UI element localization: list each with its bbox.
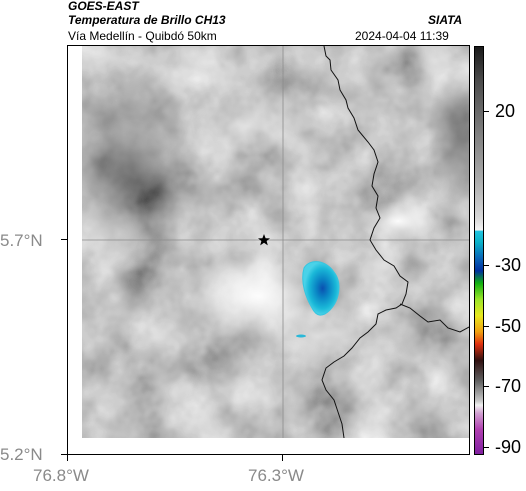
brand-label: SIATA xyxy=(428,13,463,27)
satellite-map[interactable] xyxy=(67,45,470,455)
department-boundary-east xyxy=(399,303,469,333)
lat-tick xyxy=(61,239,67,240)
colorbar-label-m50: -50 xyxy=(495,316,522,336)
colorbar-tick xyxy=(484,265,489,266)
colorbar-tick xyxy=(484,447,489,448)
colorbar-label-m30: -30 xyxy=(495,255,522,275)
agency-label: GOES-EAST xyxy=(68,0,139,13)
map-image xyxy=(68,46,469,454)
lat-label-north: 5.7°N xyxy=(0,231,43,250)
cold-cloud-top xyxy=(296,261,340,338)
colorbar-label-m90: -90 xyxy=(495,437,522,457)
colorbar-label-20: 20 xyxy=(495,101,516,121)
colorbar-label-m70: -70 xyxy=(495,376,522,396)
star-icon xyxy=(258,234,270,246)
region-label: Vía Medellín - Quibdó 50km xyxy=(68,29,217,43)
colorbar xyxy=(474,46,484,455)
product-title: Temperatura de Brillo CH13 xyxy=(68,13,226,27)
department-boundary xyxy=(321,46,409,454)
timestamp: 2024-04-04 11:39 xyxy=(355,29,449,43)
lon-tick xyxy=(282,455,283,461)
colorbar-tick xyxy=(484,386,489,387)
lon-label-east: 76.3°W xyxy=(248,466,304,485)
lon-label-west: 76.8°W xyxy=(33,466,89,485)
colorbar-tick xyxy=(484,111,489,112)
brightness-temperature-field xyxy=(68,46,469,438)
lon-tick xyxy=(67,455,68,461)
colorbar-tick xyxy=(484,326,489,327)
lat-label-south: 5.2°N xyxy=(0,445,43,464)
lat-tick xyxy=(61,454,67,455)
